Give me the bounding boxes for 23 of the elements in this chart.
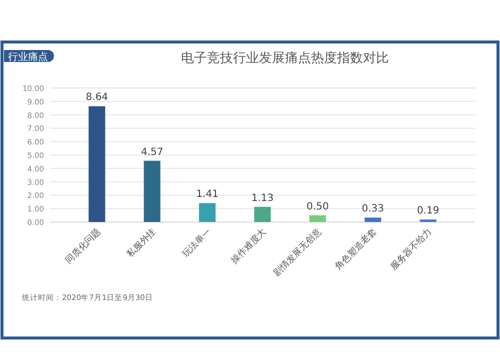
text: 行业痛点 xyxy=(8,51,48,63)
chart-title: 电子竞技行业发展痛点热度指数对比 xyxy=(181,50,389,66)
data-label: 0.33 xyxy=(362,204,384,215)
x-tick-label: 剧情发展无创意 xyxy=(271,226,324,279)
bar xyxy=(309,215,326,222)
data-label: 0.50 xyxy=(306,201,329,212)
x-tick-label: 玩法单一 xyxy=(180,226,214,260)
bar xyxy=(254,206,271,222)
bar xyxy=(144,160,160,222)
data-label: 0.19 xyxy=(416,205,440,216)
data-label: 1.13 xyxy=(251,192,274,204)
bar xyxy=(199,203,216,222)
bar xyxy=(88,106,106,222)
bar xyxy=(420,219,436,222)
x-tick-label: 私服外挂 xyxy=(125,226,158,260)
bar xyxy=(364,218,382,222)
data-label: 4.57 xyxy=(140,146,164,158)
x-tick-label: 角色塑造老套 xyxy=(333,226,380,272)
x-tick-label: 操作难度大 xyxy=(229,226,269,266)
data-label: 8.64 xyxy=(86,92,108,104)
x-tick-label: 服务器不给力 xyxy=(388,226,434,272)
data-label: 1.41 xyxy=(196,189,218,200)
x-tick-label: 同质化问题 xyxy=(63,226,104,266)
